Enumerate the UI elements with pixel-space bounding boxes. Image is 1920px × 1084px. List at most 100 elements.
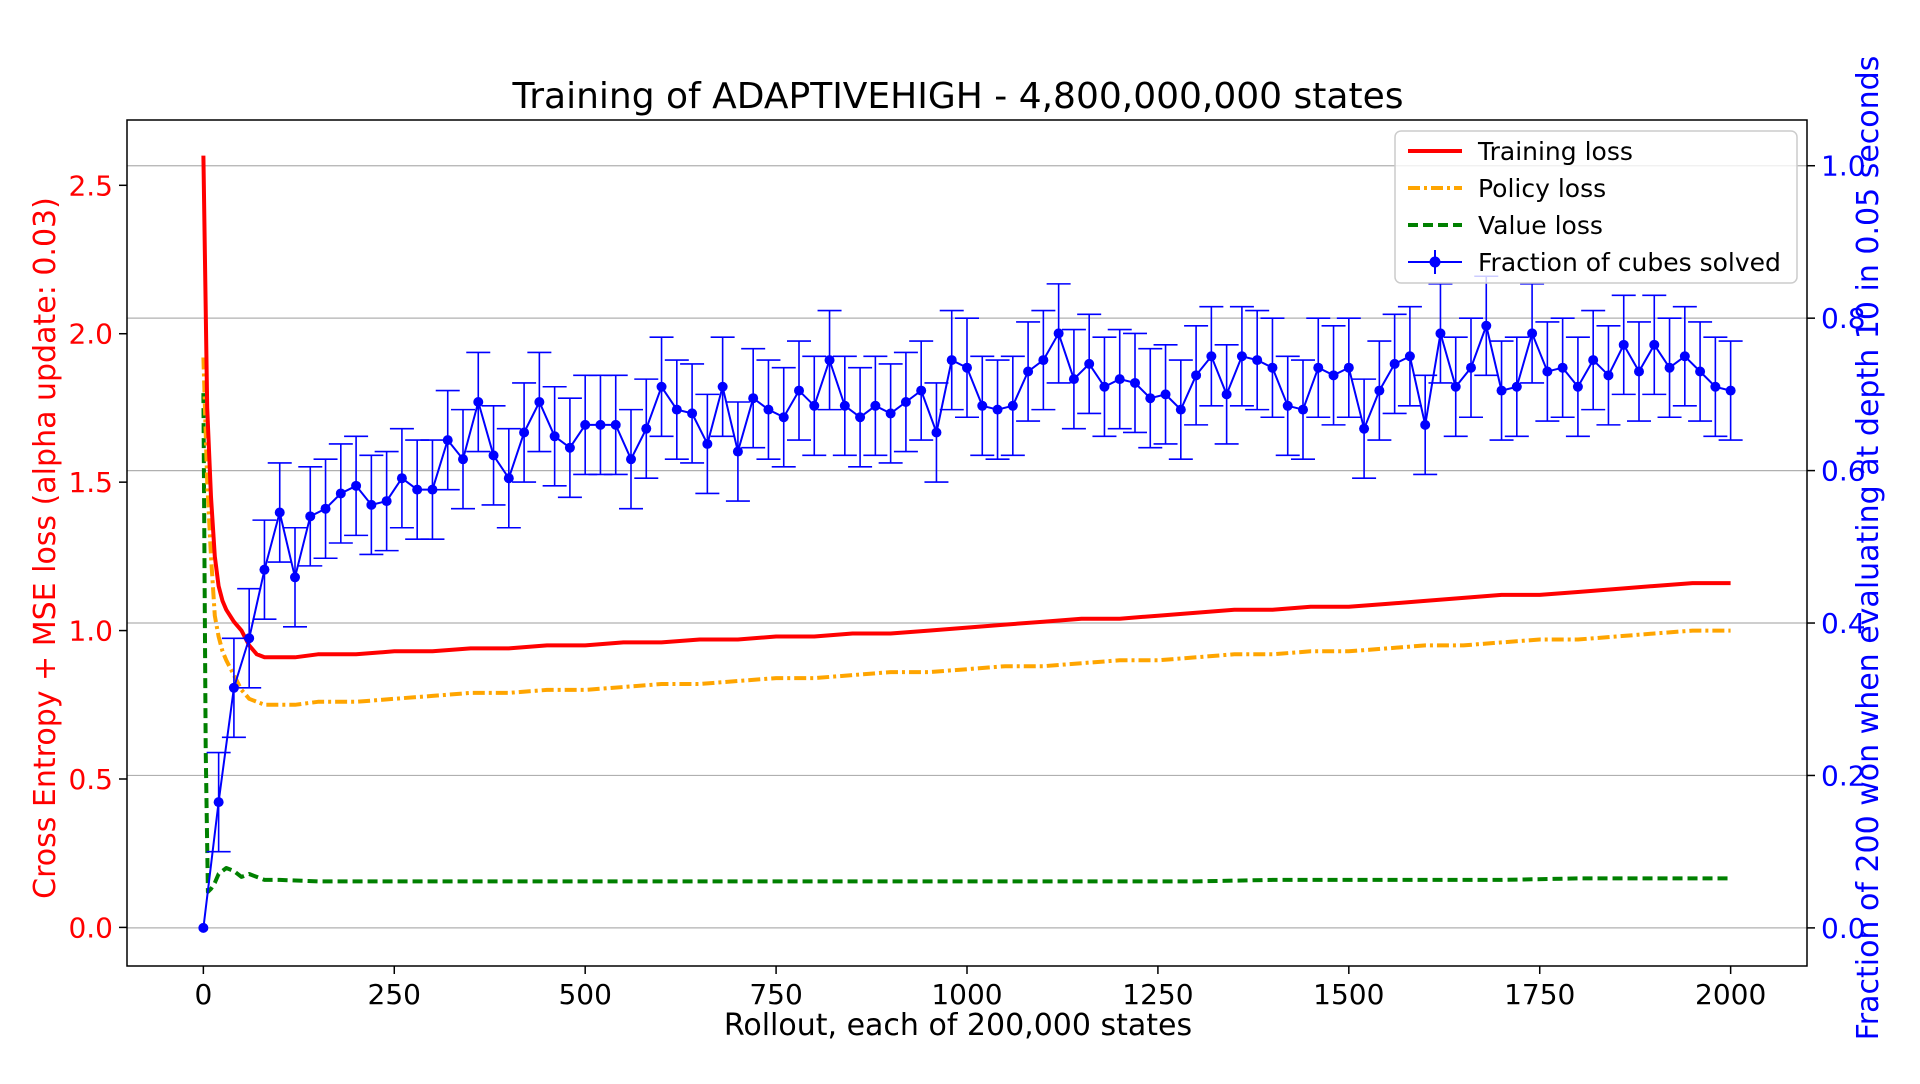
data-point-cubes-solved xyxy=(1542,366,1553,377)
legend: Training loss Policy loss Value loss Fra… xyxy=(1394,130,1798,284)
data-point-cubes-solved xyxy=(335,488,346,499)
x-tick-label: 500 xyxy=(558,978,611,1011)
data-point-cubes-solved xyxy=(839,400,850,411)
axis-ticks: 0 250 500 750 1000 1250 1500 1750 2000 0.0 0.5 1.0 1… xyxy=(68,150,1865,1011)
data-point-cubes-solved xyxy=(290,572,300,583)
data-point-cubes-solved xyxy=(702,438,713,449)
series-line-value-loss xyxy=(201,393,1731,894)
data-point-cubes-solved xyxy=(1634,366,1644,377)
data-point-cubes-solved xyxy=(564,442,575,453)
legend-box xyxy=(1394,130,1798,284)
data-point-cubes-solved xyxy=(1084,358,1095,369)
data-point-cubes-solved xyxy=(610,419,621,430)
y-right-tick-label: 0.4 xyxy=(1821,607,1866,640)
data-point-cubes-solved xyxy=(1160,389,1171,400)
data-point-cubes-solved xyxy=(488,450,499,461)
data-point-cubes-solved xyxy=(396,473,407,484)
x-tick-label: 1000 xyxy=(931,978,1002,1011)
plot-series xyxy=(198,155,1743,933)
data-point-cubes-solved xyxy=(1572,381,1583,392)
data-point-cubes-solved xyxy=(1099,381,1110,392)
legend-label-policy-loss: Policy loss xyxy=(1478,174,1606,203)
data-point-cubes-solved xyxy=(381,496,392,507)
data-point-cubes-solved xyxy=(1603,370,1614,381)
x-tick-label: 2000 xyxy=(1695,978,1766,1011)
data-point-cubes-solved xyxy=(977,400,988,411)
data-point-cubes-solved xyxy=(1221,389,1232,400)
data-point-cubes-solved xyxy=(1145,393,1156,404)
data-point-cubes-solved xyxy=(992,404,1003,415)
data-point-cubes-solved xyxy=(1710,381,1721,392)
x-tick-label: 750 xyxy=(749,978,802,1011)
y-left-tick-label: 2.5 xyxy=(68,169,113,202)
data-point-cubes-solved xyxy=(1588,355,1599,366)
data-point-cubes-solved xyxy=(1130,377,1140,388)
data-point-cubes-solved xyxy=(427,484,438,495)
data-point-cubes-solved xyxy=(198,922,209,933)
data-point-cubes-solved xyxy=(549,431,560,442)
data-point-cubes-solved xyxy=(305,511,316,522)
data-point-cubes-solved xyxy=(855,412,866,423)
data-point-cubes-solved xyxy=(732,446,743,457)
data-point-cubes-solved xyxy=(1374,385,1385,396)
data-point-cubes-solved xyxy=(1420,419,1431,430)
data-point-cubes-solved xyxy=(1527,328,1538,339)
data-point-cubes-solved xyxy=(351,480,362,491)
data-point-cubes-solved xyxy=(1404,351,1415,362)
data-point-cubes-solved xyxy=(1282,400,1293,411)
data-point-cubes-solved xyxy=(870,400,881,411)
data-point-cubes-solved xyxy=(320,503,331,514)
data-point-cubes-solved xyxy=(1450,381,1461,392)
data-point-cubes-solved xyxy=(458,454,468,465)
data-point-cubes-solved xyxy=(534,397,545,407)
data-point-cubes-solved xyxy=(1313,362,1324,373)
data-point-cubes-solved xyxy=(1175,404,1186,415)
legend-label-training-loss: Training loss xyxy=(1477,137,1633,166)
data-point-cubes-solved xyxy=(763,404,774,415)
data-point-cubes-solved xyxy=(1236,351,1247,362)
data-point-cubes-solved xyxy=(1343,362,1354,373)
data-point-cubes-solved xyxy=(626,454,636,465)
data-point-cubes-solved xyxy=(1496,385,1507,396)
data-point-cubes-solved xyxy=(1252,355,1263,366)
data-point-cubes-solved xyxy=(1389,358,1400,369)
data-point-cubes-solved xyxy=(1007,400,1018,411)
data-point-cubes-solved xyxy=(900,397,911,407)
data-point-cubes-solved xyxy=(748,393,759,404)
data-point-cubes-solved xyxy=(519,427,530,438)
data-point-cubes-solved xyxy=(228,682,239,693)
data-point-cubes-solved xyxy=(1618,339,1629,350)
data-point-cubes-solved xyxy=(1557,362,1568,373)
data-point-cubes-solved xyxy=(213,797,224,808)
legend-label-value-loss: Value loss xyxy=(1478,211,1603,240)
data-point-cubes-solved xyxy=(1359,423,1370,434)
data-point-cubes-solved xyxy=(595,419,606,430)
data-point-cubes-solved xyxy=(1679,351,1690,362)
data-point-cubes-solved xyxy=(1466,362,1476,373)
data-point-cubes-solved xyxy=(916,385,927,396)
y-left-tick-label: 1.5 xyxy=(68,466,113,499)
y-axis-left-label: Cross Entropy + MSE loss (alpha update: … xyxy=(28,197,63,899)
data-point-cubes-solved xyxy=(1725,385,1736,396)
data-point-cubes-solved xyxy=(656,381,667,392)
data-point-cubes-solved xyxy=(274,507,285,518)
series-line-policy-loss xyxy=(201,357,1731,707)
x-tick-label: 1750 xyxy=(1504,978,1575,1011)
data-point-cubes-solved xyxy=(1267,362,1278,373)
data-point-cubes-solved xyxy=(824,355,835,366)
y-right-tick-label: 1.0 xyxy=(1821,150,1866,183)
data-point-cubes-solved xyxy=(671,404,682,415)
data-point-cubes-solved xyxy=(580,419,591,430)
x-tick-label: 250 xyxy=(368,978,421,1011)
data-point-cubes-solved xyxy=(412,484,423,495)
data-point-cubes-solved xyxy=(1664,362,1675,373)
data-point-cubes-solved xyxy=(1328,370,1339,381)
data-point-cubes-solved xyxy=(687,408,698,419)
data-point-cubes-solved xyxy=(1023,366,1034,377)
y-right-tick-label: 0.8 xyxy=(1821,302,1866,335)
data-point-cubes-solved xyxy=(1481,320,1492,331)
data-point-cubes-solved xyxy=(794,385,804,396)
y-axis-right-label: Fraction of 200 won when evaluating at d… xyxy=(1851,56,1886,1041)
y-left-tick-label: 2.0 xyxy=(68,318,113,351)
